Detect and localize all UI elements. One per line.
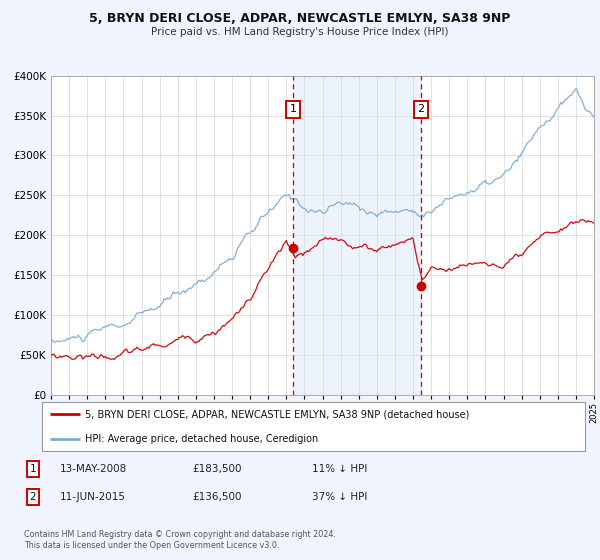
Bar	[293, 76, 421, 395]
Text: Contains HM Land Registry data © Crown copyright and database right 2024.: Contains HM Land Registry data © Crown c…	[24, 530, 336, 539]
Text: HPI: Average price, detached house, Ceredigion: HPI: Average price, detached house, Cere…	[85, 434, 319, 444]
Text: 1: 1	[289, 104, 296, 114]
Text: 1: 1	[29, 464, 37, 474]
Text: 2: 2	[418, 104, 425, 114]
Text: £183,500: £183,500	[192, 464, 241, 474]
Text: This data is licensed under the Open Government Licence v3.0.: This data is licensed under the Open Gov…	[24, 541, 280, 550]
Text: Price paid vs. HM Land Registry's House Price Index (HPI): Price paid vs. HM Land Registry's House …	[151, 27, 449, 37]
Text: 37% ↓ HPI: 37% ↓ HPI	[312, 492, 367, 502]
Text: 5, BRYN DERI CLOSE, ADPAR, NEWCASTLE EMLYN, SA38 9NP: 5, BRYN DERI CLOSE, ADPAR, NEWCASTLE EML…	[89, 12, 511, 25]
Text: 5, BRYN DERI CLOSE, ADPAR, NEWCASTLE EMLYN, SA38 9NP (detached house): 5, BRYN DERI CLOSE, ADPAR, NEWCASTLE EML…	[85, 409, 470, 419]
Text: 11% ↓ HPI: 11% ↓ HPI	[312, 464, 367, 474]
Text: 11-JUN-2015: 11-JUN-2015	[60, 492, 126, 502]
Text: 13-MAY-2008: 13-MAY-2008	[60, 464, 127, 474]
Text: 2: 2	[29, 492, 37, 502]
Text: £136,500: £136,500	[192, 492, 241, 502]
